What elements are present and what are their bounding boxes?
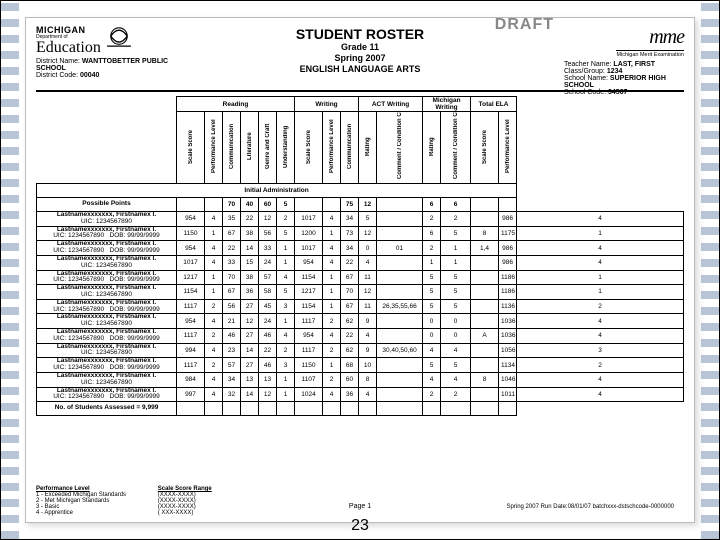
mme-logo: mme [564,26,684,49]
col-header: Scale Score [471,112,499,184]
teacher-label: Teacher Name: [564,61,611,68]
col-header: Comment / Condition Codes [377,112,423,184]
student-row: Lastnamexxxxxxx, Firstnamex I.UIC: 12345… [37,241,684,256]
report-grade: Grade 11 [216,42,504,53]
border-stripe-left [1,1,19,539]
col-header: Scale Score [295,112,323,184]
col-header: Communication [341,112,359,184]
teacher-name: LAST, FIRST [613,61,655,68]
mde-logo-block: MICHIGAN Department of Education Distric… [36,26,176,79]
possible-points-row: Possible Points7040605751266 [37,198,684,212]
district-code-label: District Code: [36,72,78,79]
header: MICHIGAN Department of Education Distric… [36,26,684,92]
table-body: Initial AdministrationPossible Points704… [37,184,684,416]
logo-education: Education [36,40,101,56]
run-info: Spring 2007 Run Date:08/01/07 batchxxx-d… [507,504,674,510]
range-4: ( XXX-XXXX) [158,510,194,516]
report-term: Spring 2007 [216,53,504,64]
performance-legend: Performance Level 1 - Exceeded Michigan … [36,486,126,516]
col-header: Genre and Craft [259,112,277,184]
schoolcode-label: School Code: [564,89,606,96]
group-total: Total ELA [471,97,517,112]
student-row: Lastnamexxxxxxx, Firstnamex I.UIC: 12345… [37,255,684,270]
count-row: No. of Students Assessed = 9,999 [37,402,684,416]
class-group: 1234 [607,68,623,75]
col-header: Scale Score [177,112,205,184]
col-header: Performance Level [323,112,341,184]
col-header: Performance Level [205,112,223,184]
class-label: Class/Group: [564,68,605,75]
student-row: Lastnamexxxxxxx, Firstnamex I.UIC: 12345… [37,226,684,241]
group-reading: Reading [177,97,295,112]
district-name-label: District Name: [36,58,80,65]
section-row: Initial Administration [37,184,684,198]
col-header: Literature [241,112,259,184]
header-center: STUDENT ROSTER Grade 11 Spring 2007 ENGL… [216,26,504,74]
group-mich: Michigan Writing [423,97,471,112]
col-header: Rating [359,112,377,184]
mme-subtitle: Michigan Merit Examination [616,50,684,58]
border-stripe-right [701,1,719,539]
student-row: Lastnamexxxxxxx, Firstnamex I.UIC: 12345… [37,212,684,227]
student-row: Lastnamexxxxxxx, Firstnamex I.UIC: 12345… [37,329,684,344]
student-row: Lastnamexxxxxxx, Firstnamex I.UIC: 12345… [37,270,684,285]
student-row: Lastnamexxxxxxx, Firstnamex I.UIC: 12345… [37,343,684,358]
mme-logo-block: mme Michigan Merit Examination Teacher N… [564,26,684,96]
col-header: Comment / Condition Codes [441,112,471,184]
district-code: 00040 [80,72,99,79]
mde-seal-icon [105,26,133,48]
student-row: Lastnamexxxxxxx, Firstnamex I.UIC: 12345… [37,314,684,329]
roster-table: Reading Writing ACT Writing Michigan Wri… [36,96,684,416]
table-head: Reading Writing ACT Writing Michigan Wri… [37,97,684,184]
col-header: Communication [223,112,241,184]
report-subject: ENGLISH LANGUAGE ARTS [216,64,504,75]
perf-4: 4 - Apprentice [36,510,73,516]
student-row: Lastnamexxxxxxx, Firstnamex I.UIC: 12345… [37,358,684,373]
slide: DRAFT MICHIGAN Department of Education D… [0,0,720,540]
scale-score-range: Scale Score Range (XXXX-XXXX) (XXXX-XXXX… [158,486,212,516]
group-writing: Writing [295,97,359,112]
col-header: Performance Level [499,112,517,184]
school-label: School Name: [564,75,608,82]
report-title: STUDENT ROSTER [216,26,504,42]
student-row: Lastnamexxxxxxx, Firstnamex I.UIC: 12345… [37,372,684,387]
student-row: Lastnamexxxxxxx, Firstnamex I.UIC: 12345… [37,285,684,300]
footer: Performance Level 1 - Exceeded Michigan … [36,486,684,516]
school-code: 34567 [608,89,627,96]
col-header: Understanding [277,112,295,184]
roster-page: DRAFT MICHIGAN Department of Education D… [25,17,695,523]
student-row: Lastnamexxxxxxx, Firstnamex I.UIC: 12345… [37,299,684,314]
group-act: ACT Writing [359,97,423,112]
col-header: Rating [423,112,441,184]
student-row: Lastnamexxxxxxx, Firstnamex I.UIC: 12345… [37,387,684,402]
slide-number: 23 [351,517,369,535]
